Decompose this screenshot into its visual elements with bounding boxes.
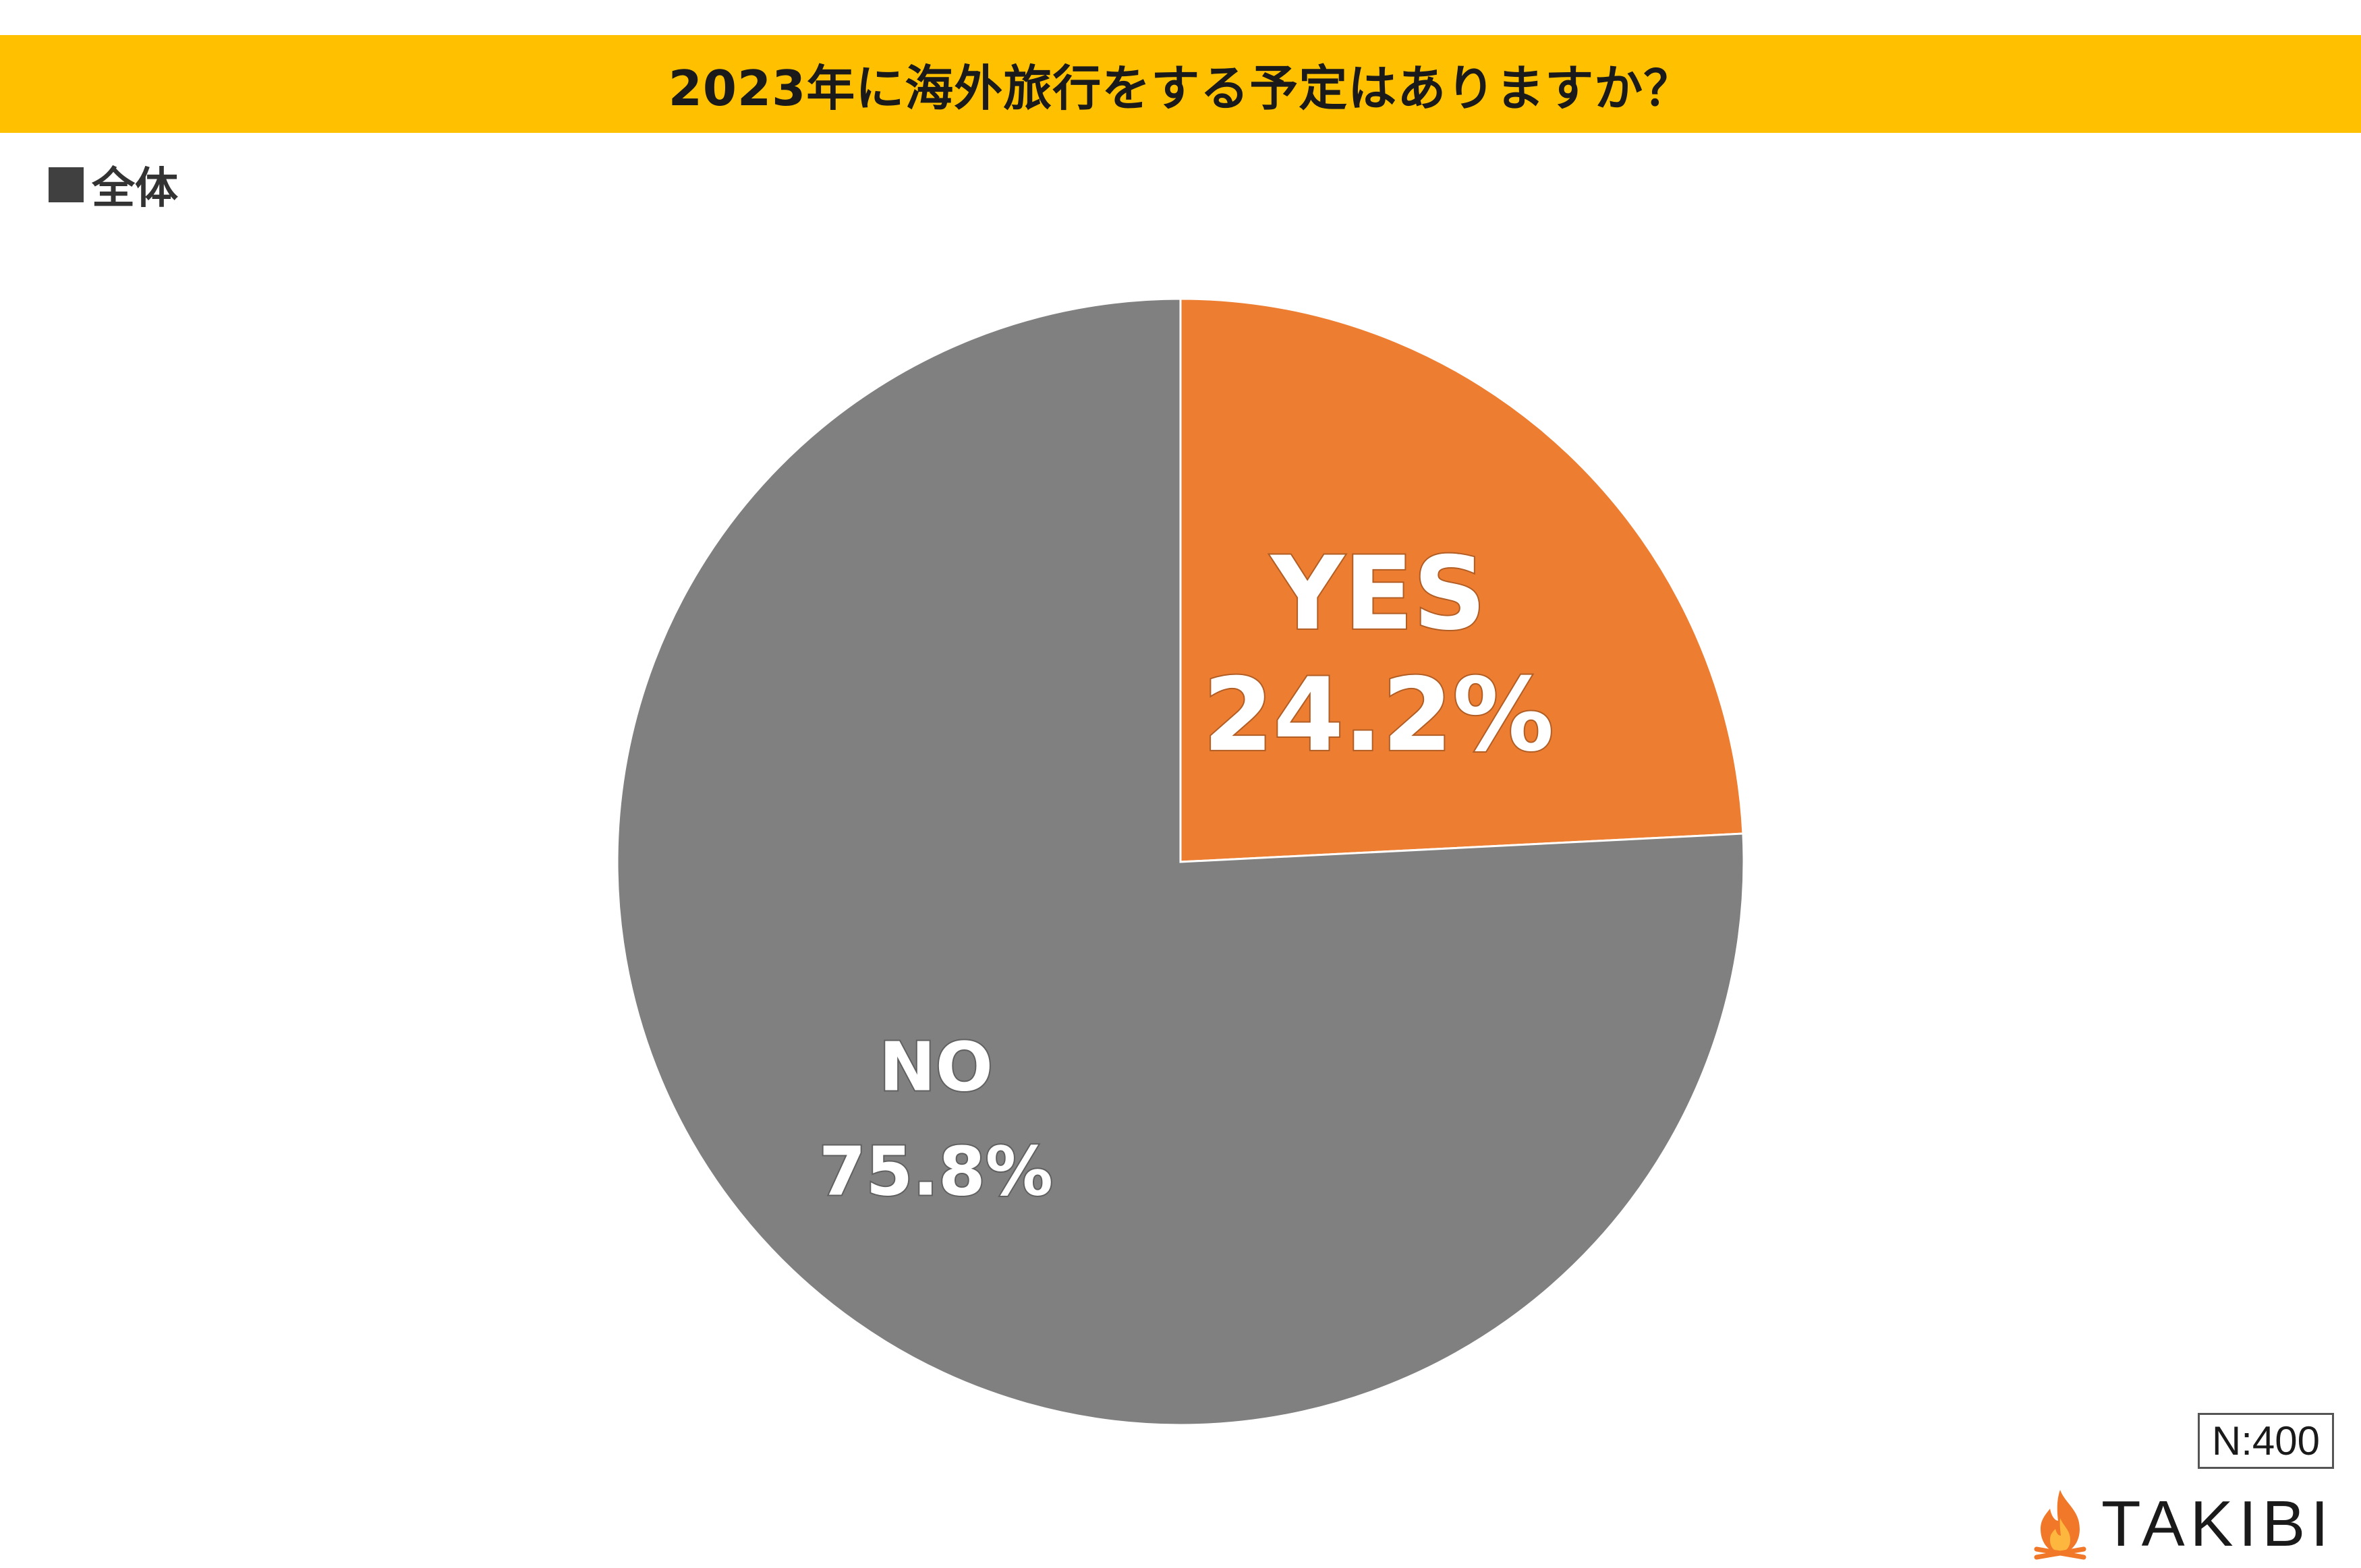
pie-slice-yes <box>1179 297 1744 863</box>
brand-name: TAKIBI <box>2101 1488 2334 1560</box>
brand-logo: TAKIBI <box>2030 1487 2334 1561</box>
sample-size-badge: N:400 <box>2197 1413 2334 1469</box>
chart-title: 2023年に海外旅行をする予定はありますか？ <box>668 60 1693 117</box>
slice-value-yes: 24.2% <box>1203 657 1554 774</box>
subtitle-text: 全体 <box>92 164 178 214</box>
slice-value-no: 75.8% <box>819 1132 1053 1211</box>
title-bar: 2023年に海外旅行をする予定はありますか？ <box>0 35 2361 133</box>
chart-subtitle: 全体 <box>49 154 178 216</box>
flame-icon <box>2034 1490 2086 1560</box>
pie-slice-no <box>616 297 1745 1426</box>
slice-label-yes: YES <box>1270 535 1486 653</box>
slice-label-no: NO <box>879 1028 993 1107</box>
square-marker-icon <box>49 167 84 202</box>
